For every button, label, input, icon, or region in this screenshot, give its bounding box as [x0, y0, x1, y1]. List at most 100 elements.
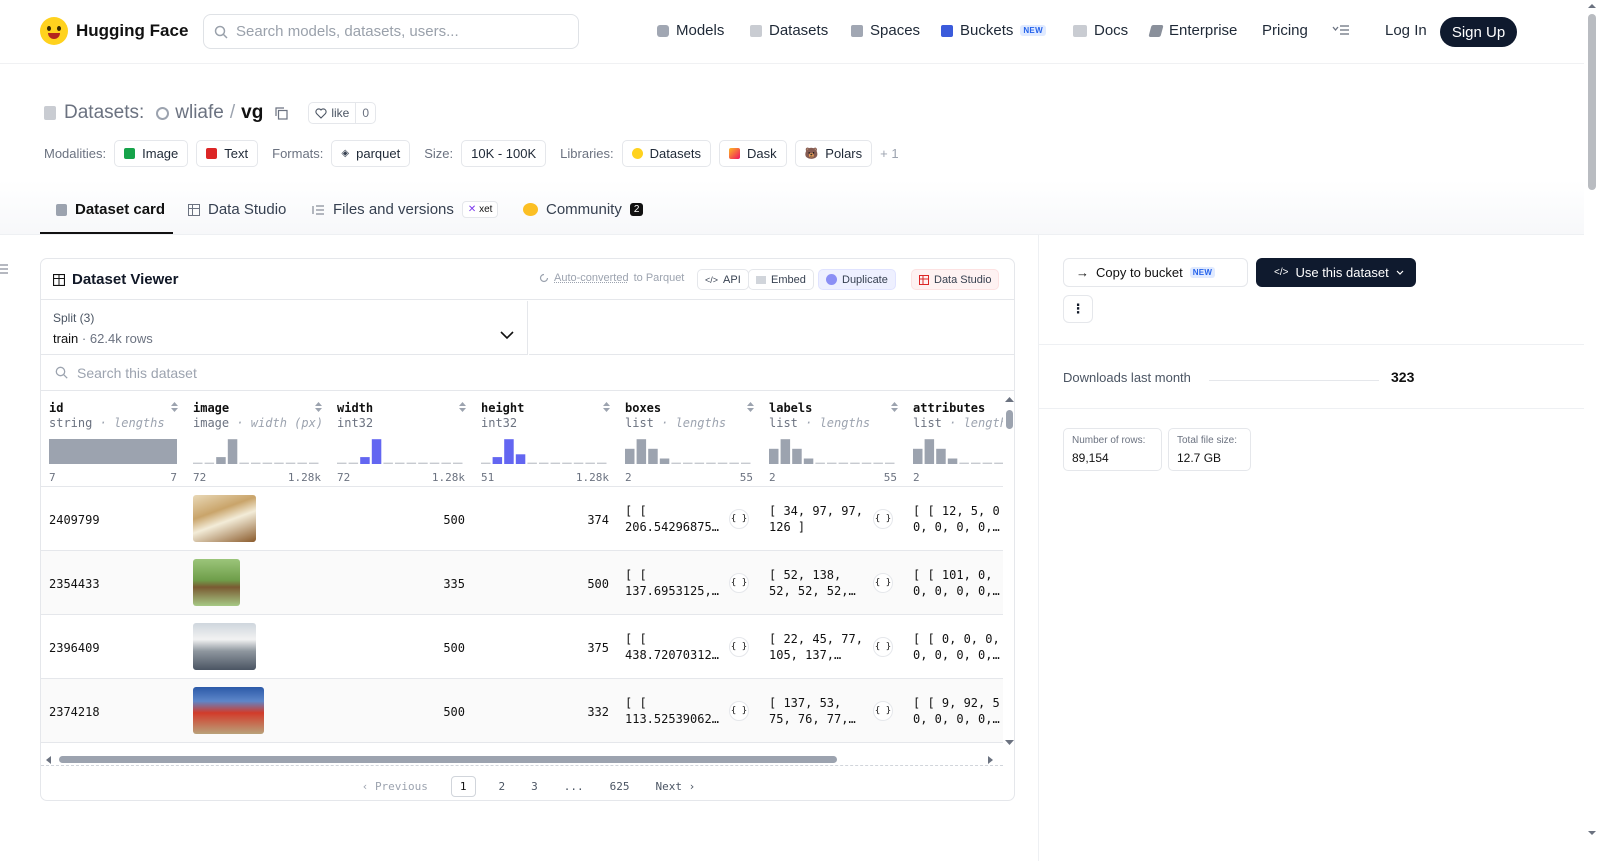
copy-icon[interactable]: [275, 106, 288, 120]
image-thumbnail[interactable]: [193, 495, 256, 542]
sidebar-toggle-icon[interactable]: [0, 264, 8, 274]
table-cell[interactable]: 2409799: [41, 487, 185, 551]
nav-enterprise[interactable]: Enterprise: [1148, 22, 1237, 39]
expand-json-icon[interactable]: { }: [873, 509, 893, 529]
nav-more-menu[interactable]: [1332, 24, 1350, 36]
table-cell[interactable]: [ [ 438.72070312… { }: [617, 615, 761, 679]
table-cell[interactable]: 2396409: [41, 615, 185, 679]
expand-json-icon[interactable]: { }: [729, 637, 749, 657]
brand-logo[interactable]: Hugging Face: [40, 17, 188, 45]
expand-json-icon[interactable]: { }: [873, 701, 893, 721]
table-cell[interactable]: [ [ 206.54296875… { }: [617, 487, 761, 551]
table-cell[interactable]: [ [ 0, 0, 0, 0, 0, 0, 0,…: [905, 615, 1003, 679]
split-selector[interactable]: Split (3) train · 62.4k rows: [41, 301, 528, 355]
signup-button[interactable]: Sign Up: [1440, 17, 1517, 47]
table-cell[interactable]: [905, 743, 1003, 744]
table-cell[interactable]: 500: [329, 487, 473, 551]
column-header[interactable]: attributes list · length 2: [905, 391, 1003, 487]
table-cell[interactable]: [185, 679, 329, 743]
sort-icon[interactable]: [746, 401, 755, 413]
data-studio-button[interactable]: Data Studio: [911, 269, 1000, 290]
table-cell[interactable]: [ 34, 97, 97, 126 ] { }: [761, 487, 905, 551]
table-cell[interactable]: [617, 743, 761, 744]
sort-icon[interactable]: [458, 401, 467, 413]
table-cell[interactable]: [185, 551, 329, 615]
scroll-up-icon[interactable]: [1003, 395, 1015, 405]
table-cell[interactable]: 374: [473, 487, 617, 551]
page-scroll-up-icon[interactable]: [1584, 2, 1600, 10]
sort-icon[interactable]: [602, 401, 611, 413]
expand-json-icon[interactable]: { }: [729, 701, 749, 721]
horizontal-scrollbar[interactable]: [41, 752, 1003, 766]
column-histogram[interactable]: [769, 439, 897, 466]
column-header[interactable]: image image · width (px) 72 1.28k: [185, 391, 329, 487]
column-histogram[interactable]: [193, 439, 321, 466]
table-cell[interactable]: 500: [329, 679, 473, 743]
duplicate-button[interactable]: Duplicate: [818, 269, 896, 290]
table-cell[interactable]: [761, 743, 905, 744]
tag-datasets-lib[interactable]: Datasets: [621, 139, 711, 167]
vertical-scroll-thumb[interactable]: [1006, 410, 1013, 429]
column-histogram[interactable]: [49, 439, 177, 466]
column-histogram[interactable]: [625, 439, 753, 466]
tab-data-studio[interactable]: Data Studio: [188, 201, 286, 218]
scroll-left-icon[interactable]: [44, 754, 54, 766]
api-button[interactable]: </> API: [697, 269, 749, 290]
column-header[interactable]: labels list · lengths 2 55: [761, 391, 905, 487]
scroll-down-icon[interactable]: [1003, 737, 1015, 747]
dataset-search[interactable]: [41, 355, 1014, 391]
sort-icon[interactable]: [890, 401, 899, 413]
table-cell[interactable]: 500: [473, 551, 617, 615]
sort-icon[interactable]: [314, 401, 323, 413]
tab-dataset-card[interactable]: Dataset card: [56, 201, 165, 218]
sort-icon[interactable]: [170, 401, 179, 413]
global-search[interactable]: [203, 14, 579, 49]
column-header[interactable]: height int32 51 1.28k: [473, 391, 617, 487]
table-cell[interactable]: [ 137, 53, 75, 76, 77,… { }: [761, 679, 905, 743]
table-cell[interactable]: 500: [329, 615, 473, 679]
breadcrumb-section[interactable]: Datasets:: [64, 102, 145, 123]
nav-pricing[interactable]: Pricing: [1262, 22, 1308, 39]
image-thumbnail[interactable]: [193, 559, 240, 606]
table-cell[interactable]: [ [ 137.6953125,… { }: [617, 551, 761, 615]
horizontal-scroll-thumb[interactable]: [59, 756, 837, 763]
page-scroll-thumb[interactable]: [1588, 14, 1596, 190]
nav-models[interactable]: Models: [657, 22, 724, 39]
nav-datasets[interactable]: Datasets: [750, 22, 828, 39]
global-search-input[interactable]: [236, 23, 556, 40]
table-cell[interactable]: [41, 743, 185, 744]
expand-json-icon[interactable]: { }: [729, 509, 749, 529]
libraries-more[interactable]: + 1: [880, 145, 899, 161]
pager-page-2[interactable]: 2: [498, 779, 506, 793]
expand-json-icon[interactable]: { }: [873, 573, 893, 593]
table-cell[interactable]: 2354433: [41, 551, 185, 615]
embed-button[interactable]: Embed: [748, 269, 814, 290]
pager-previous[interactable]: ‹ Previous: [361, 779, 428, 793]
table-cell[interactable]: 335: [329, 551, 473, 615]
login-link[interactable]: Log In: [1385, 22, 1427, 39]
table-cell[interactable]: [329, 743, 473, 744]
more-options-button[interactable]: ⋮: [1063, 295, 1093, 323]
column-header[interactable]: boxes list · lengths 2 55: [617, 391, 761, 487]
table-cell[interactable]: [ [ 12, 5, 0 0, 0, 0, 0,…: [905, 487, 1003, 551]
tab-files[interactable]: Files and versions ✕ xet: [312, 201, 499, 218]
page-scrollbar[interactable]: [1584, 0, 1600, 861]
image-thumbnail[interactable]: [193, 623, 256, 670]
expand-json-icon[interactable]: { }: [729, 573, 749, 593]
column-histogram[interactable]: [337, 439, 465, 466]
pager-page-last[interactable]: 625: [609, 779, 630, 793]
vertical-scrollbar[interactable]: [1003, 391, 1015, 749]
tag-size[interactable]: 10K - 100K: [461, 139, 547, 167]
table-cell[interactable]: [185, 615, 329, 679]
table-cell[interactable]: [ 22, 45, 77, 105, 137,… { }: [761, 615, 905, 679]
pager-next[interactable]: Next ›: [655, 779, 696, 793]
table-cell[interactable]: [ 52, 138, 52, 52, 52,… { }: [761, 551, 905, 615]
pager-page-3[interactable]: 3: [531, 779, 538, 793]
breadcrumb-owner[interactable]: wliafe: [175, 102, 224, 123]
image-thumbnail[interactable]: [193, 687, 264, 734]
page-scroll-down-icon[interactable]: [1584, 829, 1600, 837]
table-cell[interactable]: 332: [473, 679, 617, 743]
column-header[interactable]: id string · lengths 7 7: [41, 391, 185, 487]
tag-dask[interactable]: Dask: [718, 139, 787, 167]
breadcrumb-repo[interactable]: vg: [241, 102, 264, 123]
